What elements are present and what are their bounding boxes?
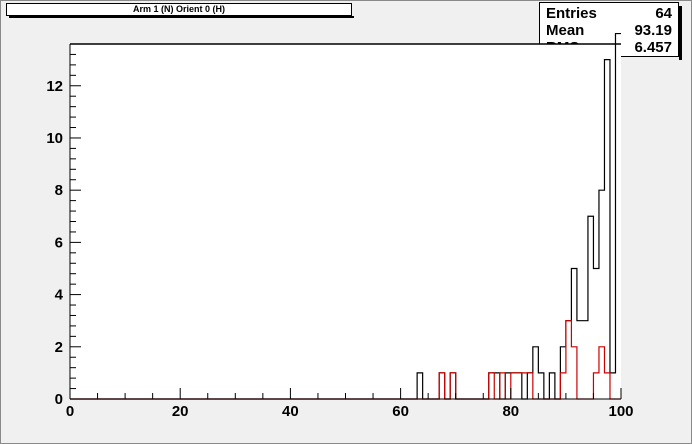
y-tick-label: 8 — [55, 182, 63, 199]
histogram-bin — [538, 373, 544, 399]
histogram-bin — [610, 373, 616, 399]
stats-entries-value: 64 — [655, 5, 672, 22]
plot-pad — [70, 44, 621, 399]
y-tick-label: 6 — [55, 234, 63, 251]
histogram-series-2 — [70, 320, 621, 400]
histogram-bin — [571, 347, 577, 399]
histogram-bin — [516, 373, 522, 399]
histogram-bin — [494, 373, 500, 399]
y-tick-label: 12 — [46, 78, 63, 95]
histogram-bin — [577, 321, 583, 399]
y-tick-label: 10 — [46, 130, 63, 147]
histogram-bin — [604, 60, 610, 399]
x-tick-label: 60 — [392, 403, 409, 420]
histogram-bin — [505, 373, 511, 399]
y-tick-label: 0 — [55, 391, 63, 408]
histogram-bin — [615, 34, 621, 399]
histogram-bin — [489, 373, 495, 399]
histogram-bin — [533, 347, 539, 399]
stats-rms-value: 6.457 — [634, 39, 672, 56]
histogram-bin — [549, 373, 555, 399]
stats-mean-label: Mean — [546, 22, 585, 39]
histogram-bin — [566, 321, 572, 399]
stats-entries-label: Entries — [546, 5, 597, 22]
histogram-bin — [450, 373, 456, 399]
histogram-bin — [599, 347, 605, 399]
histogram-bin — [560, 373, 566, 399]
x-tick-label: 20 — [172, 403, 189, 420]
stats-mean-value: 93.19 — [634, 22, 672, 39]
histogram-bin — [511, 373, 517, 399]
y-tick-label: 2 — [55, 339, 63, 356]
y-tick-label: 4 — [55, 287, 64, 304]
x-tick-label: 40 — [282, 403, 299, 420]
stats-mean-row: Mean 93.19 — [546, 22, 672, 39]
histogram-bin — [439, 373, 445, 399]
histogram-bin — [593, 373, 599, 399]
x-tick-label: 100 — [608, 403, 633, 420]
histogram-bin — [500, 373, 506, 399]
histogram-bin — [417, 373, 423, 399]
x-tick-label: 0 — [66, 403, 74, 420]
histogram-bin — [604, 373, 610, 399]
histogram-bin — [527, 373, 533, 399]
plot-title: Arm 1 (N) Orient 0 (H) — [6, 3, 354, 18]
histogram-bin — [582, 321, 588, 399]
histogram-bin — [588, 216, 594, 399]
x-tick-label: 80 — [502, 403, 519, 420]
stats-entries-row: Entries 64 — [546, 5, 672, 22]
histogram-bin — [522, 373, 528, 399]
